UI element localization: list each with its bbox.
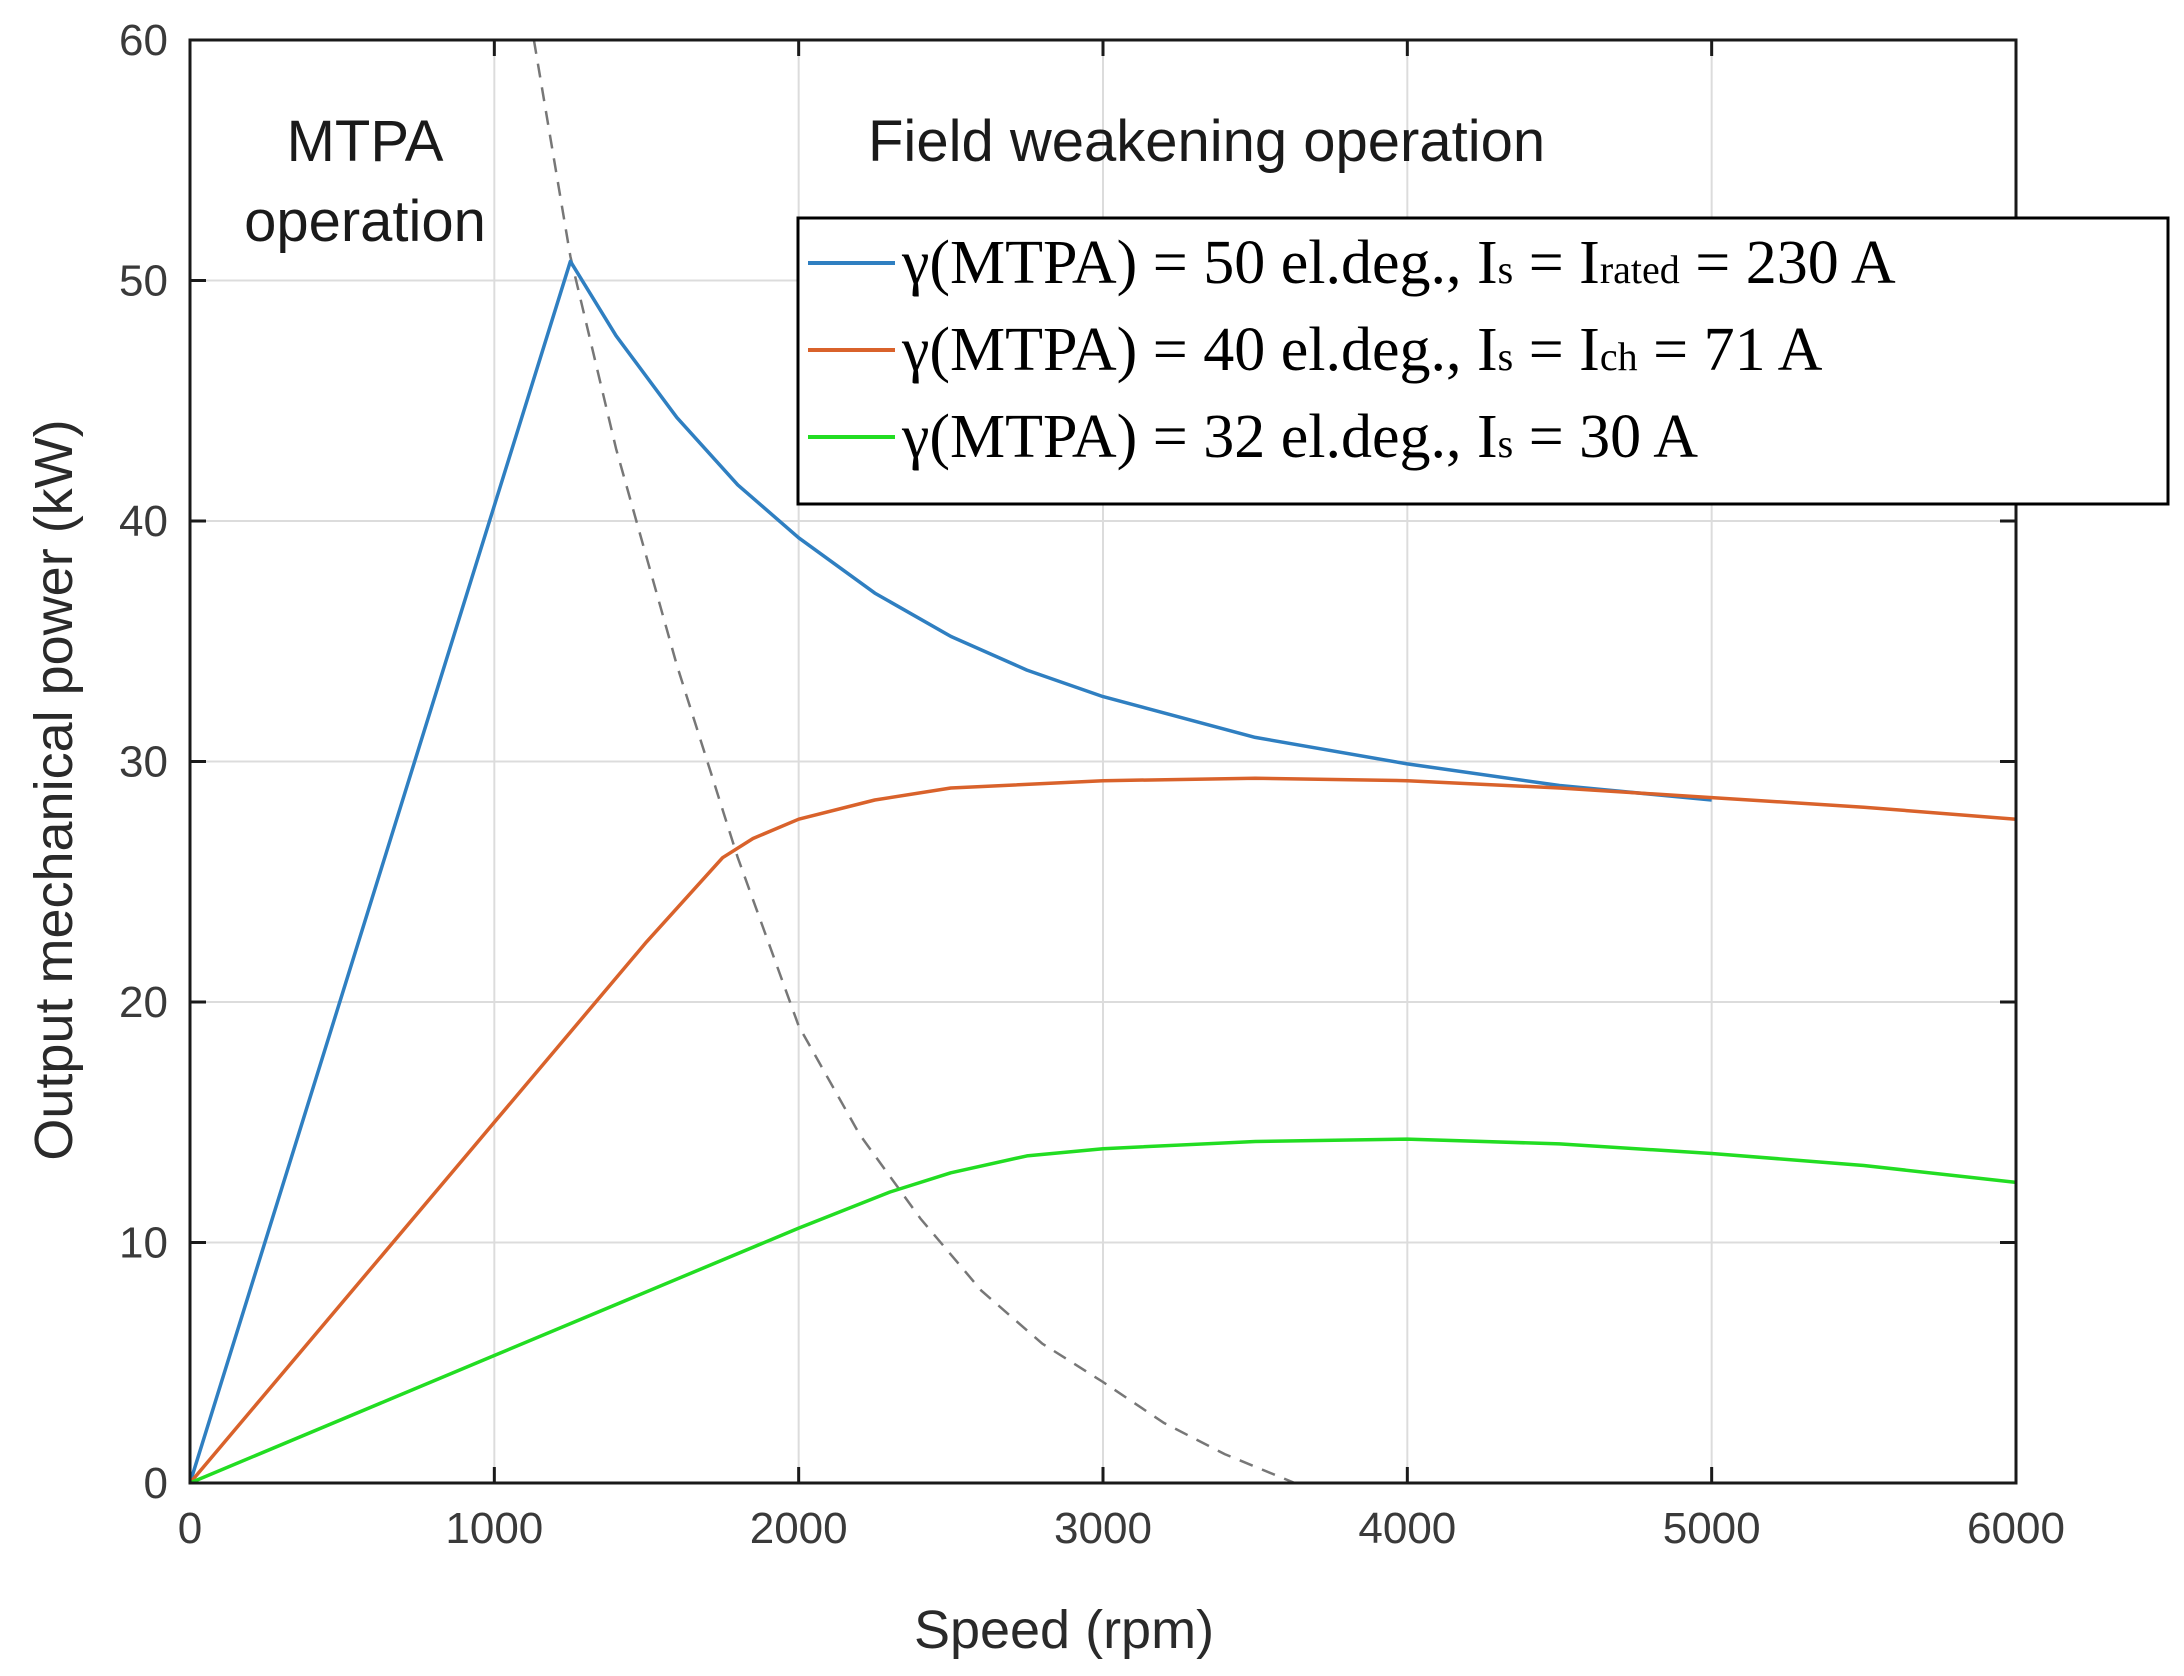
series-line-3 xyxy=(189,1137,2017,1485)
y-tick-label: 50 xyxy=(119,257,168,306)
annotation-mtpa-line2: operation xyxy=(244,189,486,254)
y-tick-label: 10 xyxy=(119,1219,168,1268)
series-line-1 xyxy=(188,259,1712,1484)
legend: γ(MTPA) = 50 el.deg., Is = Irated = 230 … xyxy=(796,216,2170,506)
legend-entry-2: γ(MTPA) = 40 el.deg., Is = Ich = 71 A xyxy=(901,316,1823,384)
x-tick-label: 1000 xyxy=(445,1504,543,1553)
x-tick-label: 4000 xyxy=(1358,1504,1456,1553)
x-axis-label: Speed (rpm) xyxy=(914,1600,1214,1660)
y-tick-label: 40 xyxy=(119,497,168,546)
x-tick-label: 6000 xyxy=(1967,1504,2065,1553)
legend-entry-1: γ(MTPA) = 50 el.deg., Is = Irated = 230 … xyxy=(901,229,1896,297)
legend-entry-3: γ(MTPA) = 32 el.deg., Is = 30 A xyxy=(901,403,1698,471)
annotation-field-weakening: Field weakening operation xyxy=(868,109,1545,174)
y-tick-label: 30 xyxy=(119,738,168,787)
y-tick-label: 0 xyxy=(144,1459,168,1508)
series-lines xyxy=(188,259,2017,1485)
annotation-mtpa-line1: MTPA xyxy=(287,109,444,174)
x-tick-label: 2000 xyxy=(750,1504,848,1553)
legend-box xyxy=(796,216,2170,506)
y-axis-label: Output mechanical power (kW) xyxy=(24,419,84,1160)
y-tick-label: 60 xyxy=(119,16,168,65)
x-tick-label: 5000 xyxy=(1663,1504,1761,1553)
series-line-2 xyxy=(188,776,2017,1485)
x-tick-label: 0 xyxy=(178,1504,202,1553)
tick-labels: 0 1000 2000 3000 4000 5000 6000 0 10 20 30 40 50 60 xyxy=(119,16,2065,1553)
x-tick-label: 3000 xyxy=(1054,1504,1152,1553)
y-tick-label: 20 xyxy=(119,978,168,1027)
